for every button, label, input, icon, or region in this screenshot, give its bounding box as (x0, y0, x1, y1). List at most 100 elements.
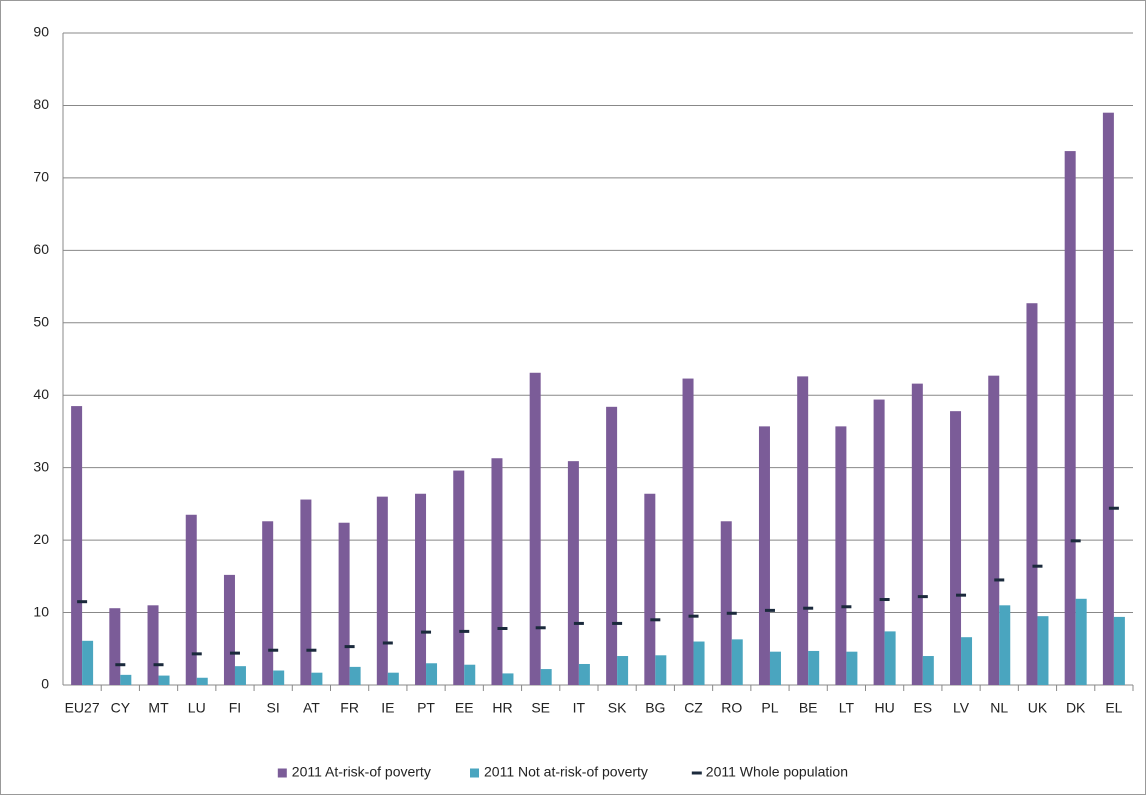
marker (841, 605, 852, 609)
marker (1070, 539, 1081, 543)
marker (382, 641, 393, 645)
bar (835, 426, 847, 685)
bar (158, 675, 170, 685)
bar (950, 411, 962, 685)
bar (846, 651, 858, 685)
bar (731, 639, 743, 685)
bar (911, 383, 923, 685)
bar (426, 663, 438, 685)
x-tick-label: MT (148, 700, 169, 716)
legend-label: 2011 At-risk-of poverty (292, 764, 431, 780)
bar (567, 461, 579, 685)
y-tick-label: 20 (33, 531, 49, 547)
marker (535, 626, 546, 630)
y-tick-label: 10 (33, 603, 49, 619)
marker (268, 648, 279, 652)
bar (311, 672, 323, 685)
bar (1113, 616, 1125, 685)
bar (1064, 151, 1076, 685)
x-tick-label: BE (799, 700, 818, 716)
bar (961, 637, 973, 685)
x-tick-label: DK (1066, 700, 1086, 716)
bar (617, 656, 629, 685)
y-tick-label: 50 (33, 313, 49, 329)
x-tick-label: EE (455, 700, 474, 716)
x-tick-label: HR (492, 700, 512, 716)
marker (497, 626, 508, 630)
bar (387, 672, 399, 685)
marker (994, 578, 1005, 582)
bar (769, 651, 781, 685)
x-tick-label: EU27 (65, 700, 100, 716)
bar (720, 521, 732, 685)
y-tick-label: 40 (33, 386, 49, 402)
x-tick-label: EL (1105, 700, 1122, 716)
bar (693, 641, 705, 685)
x-tick-label: PL (761, 700, 778, 716)
y-tick-label: 60 (33, 241, 49, 257)
y-tick-label: 90 (33, 24, 49, 40)
bar (988, 375, 1000, 685)
x-tick-label: IE (381, 700, 394, 716)
marker (917, 595, 928, 599)
bar (300, 499, 312, 685)
x-tick-label: UK (1028, 700, 1048, 716)
y-tick-label: 70 (33, 169, 49, 185)
marker (956, 593, 967, 597)
bar (578, 663, 590, 685)
marker (191, 652, 202, 656)
y-tick-label: 80 (33, 96, 49, 112)
bar (234, 666, 246, 685)
bar (808, 650, 820, 685)
bar (644, 493, 656, 685)
bar (82, 640, 94, 685)
bar (873, 399, 885, 685)
bar (185, 514, 197, 685)
bar (1026, 303, 1038, 685)
x-tick-label: LT (839, 700, 855, 716)
x-tick-label: AT (303, 700, 320, 716)
marker (879, 598, 890, 602)
marker (344, 645, 355, 649)
marker (612, 621, 623, 625)
bar (464, 664, 476, 685)
bar (1075, 598, 1087, 685)
bar (884, 631, 896, 685)
bar (606, 406, 618, 685)
x-tick-label: LU (188, 700, 206, 716)
x-tick-label: CZ (684, 700, 703, 716)
x-tick-label: CY (111, 700, 131, 716)
x-tick-label: NL (990, 700, 1008, 716)
x-tick-label: IT (573, 700, 586, 716)
marker (764, 608, 775, 612)
marker (459, 629, 470, 633)
bar (540, 669, 552, 685)
bar (529, 372, 541, 685)
bar (682, 378, 694, 685)
x-tick-label: ES (913, 700, 932, 716)
bar (922, 656, 934, 685)
bar (1037, 616, 1049, 685)
bar (502, 673, 514, 685)
x-tick-label: SE (531, 700, 550, 716)
x-tick-label: LV (953, 700, 970, 716)
bar (453, 470, 465, 685)
x-tick-label: SK (608, 700, 627, 716)
marker (573, 621, 584, 625)
x-tick-label: HU (874, 700, 894, 716)
bar (376, 496, 388, 685)
bar (262, 521, 274, 685)
bar (196, 677, 208, 685)
bar (147, 605, 159, 685)
bar (999, 605, 1011, 685)
x-tick-label: SI (267, 700, 280, 716)
bar (338, 522, 350, 685)
bar (1102, 112, 1114, 685)
marker (726, 611, 737, 615)
x-tick-label: BG (645, 700, 665, 716)
marker (1032, 564, 1043, 568)
bar (109, 608, 121, 685)
x-tick-label: RO (721, 700, 742, 716)
marker (115, 663, 126, 667)
